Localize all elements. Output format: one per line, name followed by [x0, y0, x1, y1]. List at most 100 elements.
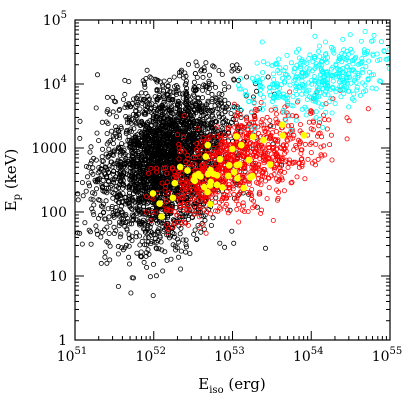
data-point	[179, 91, 185, 97]
data-point	[170, 153, 176, 159]
data-point	[183, 91, 189, 97]
data-point	[106, 178, 112, 184]
data-point	[154, 159, 160, 165]
data-point	[211, 116, 217, 122]
data-point	[213, 195, 219, 201]
data-point	[113, 174, 119, 180]
data-point	[313, 141, 319, 147]
data-point	[175, 157, 181, 163]
data-point	[129, 198, 135, 204]
data-point	[121, 169, 127, 175]
data-point	[156, 246, 162, 252]
data-point	[234, 206, 240, 212]
data-point	[202, 83, 208, 89]
data-point	[123, 142, 129, 148]
data-point	[105, 107, 111, 113]
data-point	[172, 126, 178, 132]
data-point	[128, 148, 134, 154]
data-point	[166, 122, 172, 128]
data-point	[302, 176, 308, 182]
data-point	[77, 118, 83, 124]
data-point	[141, 182, 147, 188]
data-point	[150, 261, 156, 267]
data-point	[254, 204, 260, 210]
data-point	[103, 188, 109, 194]
data-point	[238, 115, 244, 121]
data-point	[128, 290, 134, 296]
data-point	[246, 181, 252, 187]
data-point	[171, 84, 177, 90]
data-point	[328, 132, 334, 138]
data-point	[98, 166, 104, 172]
data-point	[366, 69, 372, 75]
data-point	[212, 84, 218, 90]
data-point	[204, 105, 210, 111]
data-point	[240, 200, 246, 206]
data-point	[221, 87, 227, 93]
data-point	[105, 121, 111, 127]
data-point	[180, 122, 186, 128]
data-point	[190, 131, 196, 137]
data-point	[105, 240, 111, 246]
data-point	[127, 184, 133, 190]
data-point	[126, 79, 132, 85]
data-point	[359, 67, 365, 73]
data-point	[157, 152, 163, 158]
data-point	[100, 146, 106, 152]
data-point	[104, 94, 110, 100]
data-point	[105, 169, 111, 175]
data-point	[221, 129, 227, 135]
data-point	[354, 84, 360, 90]
data-point	[137, 206, 143, 212]
data-point	[154, 210, 160, 216]
data-point	[139, 90, 145, 96]
data-point	[138, 152, 144, 158]
data-point	[122, 105, 128, 111]
data-point	[127, 144, 133, 150]
data-point	[146, 149, 152, 155]
data-point	[170, 94, 176, 100]
data-point	[275, 141, 281, 147]
data-point	[161, 96, 167, 102]
data-point	[205, 113, 211, 119]
data-point	[109, 177, 115, 183]
data-point	[95, 72, 101, 78]
data-point	[143, 148, 149, 154]
data-point	[359, 56, 365, 62]
data-point	[159, 112, 165, 118]
data-point	[198, 108, 204, 114]
data-point	[110, 133, 116, 139]
data-point	[93, 105, 99, 111]
data-point	[98, 212, 104, 218]
data-point	[234, 175, 241, 182]
data-point	[258, 176, 264, 182]
data-point	[344, 115, 350, 121]
data-point	[332, 101, 338, 107]
data-point	[358, 38, 364, 44]
data-point	[137, 242, 143, 248]
data-point	[142, 242, 148, 248]
data-point	[165, 92, 171, 98]
data-point	[163, 134, 169, 140]
data-point	[195, 95, 201, 101]
data-point	[153, 209, 159, 215]
data-point	[176, 163, 184, 171]
data-point	[140, 167, 146, 173]
data-point	[236, 161, 243, 168]
data-point	[159, 104, 165, 110]
data-point	[129, 141, 135, 147]
data-point	[200, 183, 208, 191]
data-point	[104, 238, 110, 244]
data-point	[166, 106, 172, 112]
data-point	[210, 108, 216, 114]
data-point	[130, 112, 136, 118]
data-point	[145, 130, 151, 136]
data-point	[110, 171, 116, 177]
data-point	[161, 78, 167, 84]
data-point	[127, 168, 133, 174]
data-point	[134, 161, 140, 167]
data-point	[105, 153, 111, 159]
data-point	[149, 148, 155, 154]
data-point	[159, 180, 165, 186]
data-point	[178, 266, 184, 272]
